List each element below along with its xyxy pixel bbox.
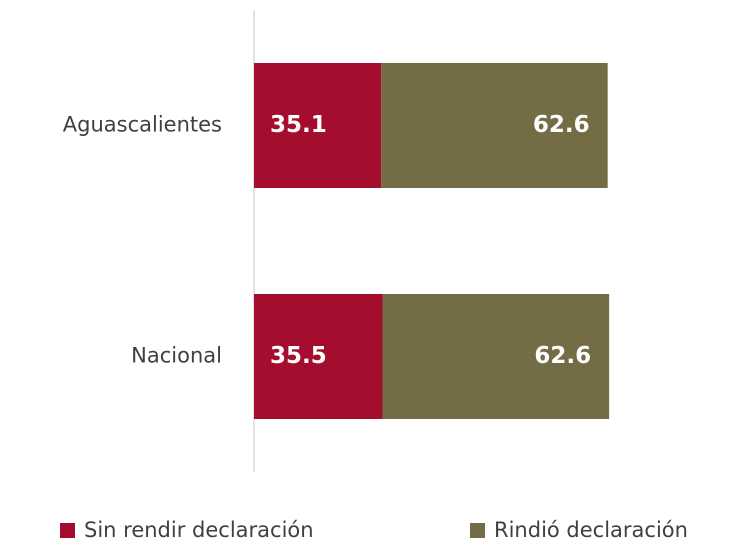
data-label: 62.6 (533, 112, 590, 138)
y-tick-label: Nacional (131, 344, 222, 368)
bar-segment (381, 63, 608, 188)
y-tick-label: Aguascalientes (63, 113, 222, 137)
data-label: 62.6 (534, 343, 591, 369)
bar-segment (382, 294, 610, 419)
bar-segment (254, 63, 382, 188)
data-label: 35.1 (270, 112, 327, 138)
legend-label: Rindió declaración (494, 518, 688, 542)
data-label: 35.5 (270, 343, 327, 369)
legend-swatch (470, 523, 485, 538)
legend-label: Sin rendir declaración (84, 518, 314, 542)
legend-swatch (60, 523, 75, 538)
bar-segment (254, 294, 383, 419)
